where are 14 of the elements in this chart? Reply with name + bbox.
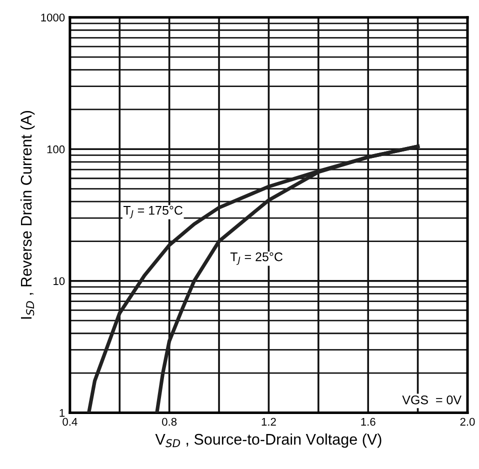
x-tick-label: 2.0 bbox=[460, 418, 475, 426]
y-tick-label: 1000 bbox=[41, 14, 65, 22]
series-label: T$_{J}$ = 175°C bbox=[123, 206, 183, 218]
x-tick-label: 0.8 bbox=[162, 418, 177, 426]
annotation: VGS = 0V bbox=[402, 395, 462, 404]
y-axis-title: I$_{SD}$ , Reverse Drain Current (A) bbox=[20, 111, 35, 319]
y-tick-label: 1 bbox=[60, 409, 65, 417]
y-tick-label: 10 bbox=[54, 277, 65, 286]
y-tick-label: 100 bbox=[47, 145, 65, 154]
x-tick-label: 1.2 bbox=[262, 418, 276, 426]
series-label: T$_{J}$ = 25°C bbox=[230, 252, 283, 265]
x-tick-label: 1.6 bbox=[361, 418, 376, 426]
x-tick-label: 0.4 bbox=[62, 418, 78, 426]
x-axis-title: V$_{SD}$ , Source-to-Drain Voltage (V) bbox=[155, 433, 382, 448]
